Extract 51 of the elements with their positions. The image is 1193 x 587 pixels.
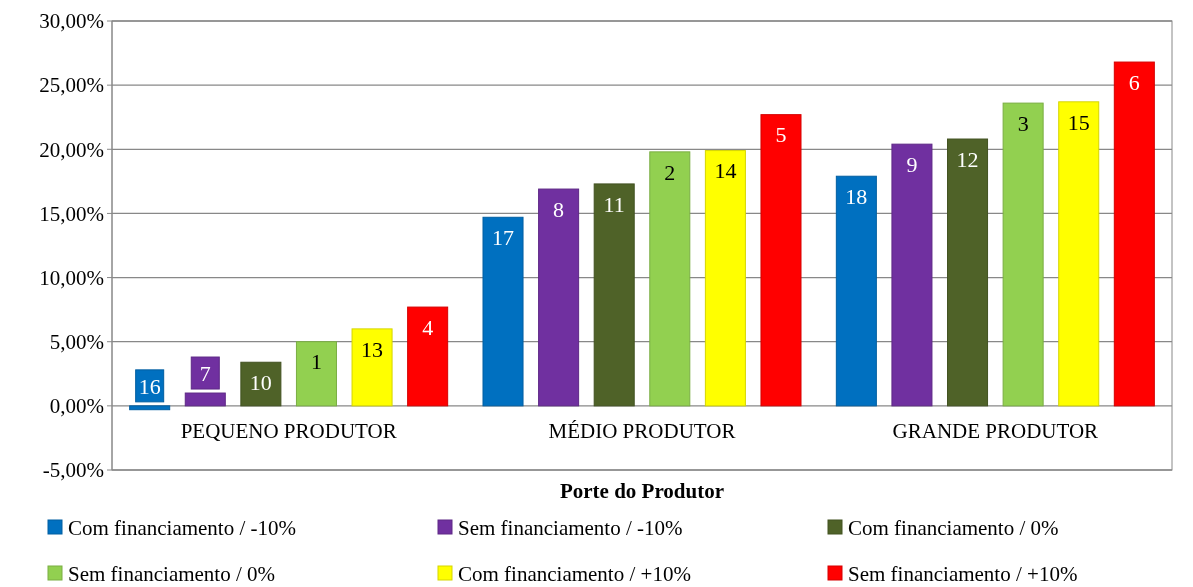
bar: [351, 328, 393, 407]
y-tick-label: 10,00%: [39, 265, 104, 290]
x-tick-label: PEQUENO PRODUTOR: [180, 418, 397, 443]
annotation: 12: [956, 146, 979, 172]
annotation: 1: [310, 349, 322, 375]
legend-label: Com financiamento / -10%: [68, 516, 297, 541]
bar: [760, 114, 802, 407]
annotation: 6: [1128, 69, 1140, 95]
x-axis-title: Porte do Produtor: [559, 479, 725, 503]
legend-label: Com financiamento / +10%: [458, 562, 691, 587]
y-tick-label: 0,00%: [49, 394, 104, 419]
bar: [295, 341, 337, 407]
annotation: 18: [845, 183, 868, 209]
annotation: 11: [603, 191, 625, 217]
annotation: 9: [906, 151, 918, 177]
annotation: 13: [361, 336, 384, 362]
x-tick-label: GRANDE PRODUTOR: [892, 418, 1099, 443]
bar: [704, 150, 746, 407]
bar: [891, 143, 933, 407]
bar: [240, 361, 282, 407]
annotation: 3: [1017, 110, 1029, 136]
y-tick-label: 5,00%: [49, 330, 104, 355]
y-tick-label: 15,00%: [39, 201, 104, 226]
annotation: 10: [249, 369, 272, 395]
y-tick-label: 20,00%: [39, 137, 104, 162]
bar: [649, 151, 691, 407]
bar: [593, 183, 635, 407]
bar: [1002, 102, 1044, 407]
bar: [1113, 61, 1155, 407]
annotation: 17: [492, 224, 515, 250]
annotation: 4: [422, 314, 434, 340]
y-tick-label: -5,00%: [42, 458, 104, 483]
bar: [947, 138, 989, 407]
legend-label: Sem financiamento / +10%: [848, 562, 1078, 587]
y-tick-label: 25,00%: [39, 73, 104, 98]
legend-label: Sem financiamento / 0%: [68, 562, 276, 587]
bar: [407, 306, 449, 407]
bar: [1058, 101, 1100, 407]
annotation: 8: [553, 196, 565, 222]
x-tick-label: MÉDIO PRODUTOR: [548, 418, 736, 443]
annotation: 5: [775, 122, 787, 148]
annotation: 14: [714, 158, 737, 184]
annotation: 15: [1067, 109, 1090, 135]
annotation: 2: [664, 159, 676, 185]
y-tick-label: 30,00%: [39, 9, 104, 34]
bar: [835, 175, 877, 407]
legend-label: Com financiamento / 0%: [848, 516, 1059, 541]
bar: [482, 216, 524, 407]
bar: [538, 188, 580, 407]
legend-label: Sem financiamento / -10%: [458, 516, 683, 541]
annotation: 7: [199, 360, 211, 386]
